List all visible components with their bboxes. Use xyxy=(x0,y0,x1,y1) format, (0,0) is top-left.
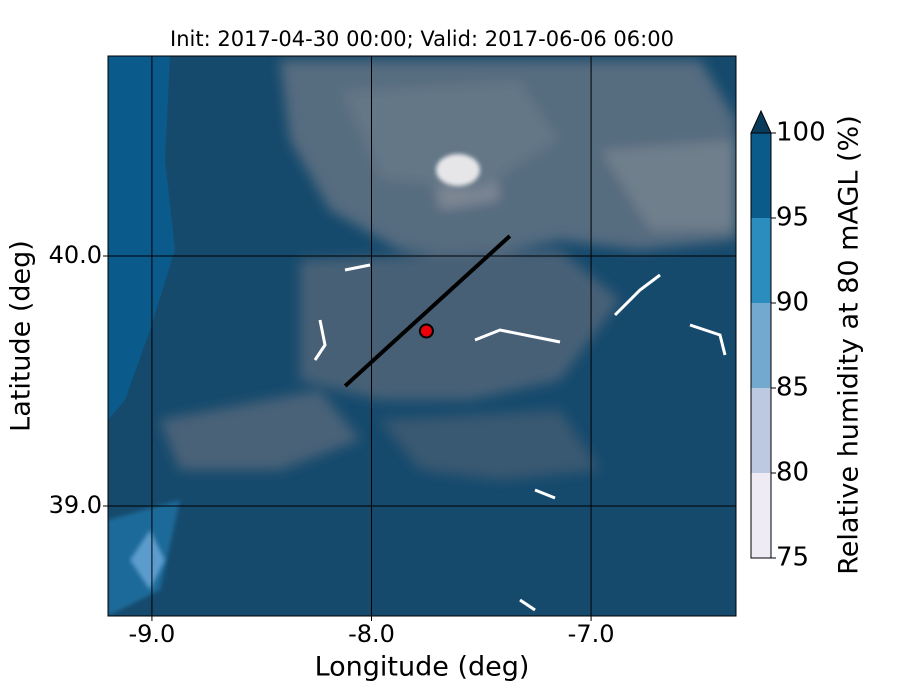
colorbar-tick-label: 95 xyxy=(776,203,809,233)
map-patches xyxy=(313,263,727,612)
y-tick-label: 39.0 xyxy=(49,491,102,519)
colorbar-tick-label: 85 xyxy=(776,373,809,403)
site-point xyxy=(418,323,434,339)
title: Init: 2017-04-30 00:00; Valid: 2017-06-0… xyxy=(170,27,674,51)
colorbar-extend xyxy=(750,109,772,134)
x-tick-label: -9.0 xyxy=(129,620,176,648)
colorbar-segment xyxy=(751,218,771,303)
colorbar-tick-label: 80 xyxy=(776,458,809,488)
colorbar-tick-label: 100 xyxy=(776,118,826,148)
plot-frame xyxy=(107,55,737,617)
colorbar-tick-label: 90 xyxy=(776,288,809,318)
x-tick-label: -7.0 xyxy=(568,620,615,648)
colorbar-segment xyxy=(751,388,771,473)
y-axis-label: Latitude (deg) xyxy=(6,240,37,432)
colorbar-frame xyxy=(750,132,772,559)
colorbar-segment xyxy=(751,133,771,218)
colorbar-tick-label: 75 xyxy=(776,543,809,573)
x-tick-label: -8.0 xyxy=(348,620,395,648)
y-tick-label: 40.0 xyxy=(49,241,102,269)
colorbar-segment xyxy=(751,473,771,558)
colorbar-label: Relative humidity at 80 mAGL (%) xyxy=(834,115,865,575)
map-field xyxy=(108,56,736,616)
colorbar-segment xyxy=(751,303,771,388)
transect-line xyxy=(343,234,512,388)
x-axis-label: Longitude (deg) xyxy=(315,652,530,683)
